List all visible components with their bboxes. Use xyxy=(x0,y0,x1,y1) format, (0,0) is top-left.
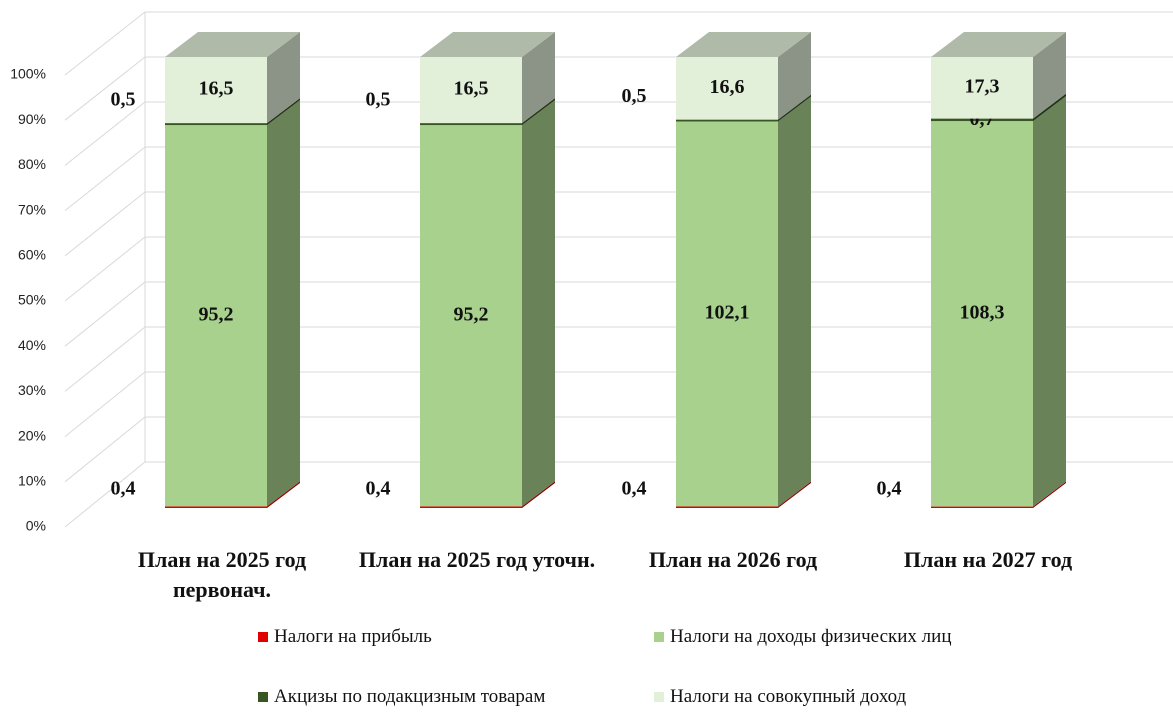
legend-swatch xyxy=(654,632,664,642)
bar-side xyxy=(1033,93,1066,122)
value-label: 95,2 xyxy=(454,303,489,325)
value-label: 17,3 xyxy=(965,75,1000,97)
bar-side xyxy=(778,94,811,122)
bar xyxy=(420,123,522,126)
bar-side xyxy=(267,100,300,507)
legend-item: Налоги на прибыль xyxy=(258,626,432,648)
value-label: 0,4 xyxy=(622,478,647,500)
bar-side xyxy=(1033,32,1066,119)
value-label: 0,4 xyxy=(366,478,391,500)
bar-side xyxy=(522,481,555,508)
bar xyxy=(420,125,522,507)
bar xyxy=(931,506,1033,508)
y-tick-label: 60% xyxy=(18,247,46,263)
bar xyxy=(676,506,778,508)
value-label: 0,5 xyxy=(622,85,647,107)
y-tick-label: 50% xyxy=(18,292,46,308)
bar xyxy=(676,57,778,120)
y-tick-label: 80% xyxy=(18,156,46,172)
bar-side xyxy=(522,98,555,126)
bar-side xyxy=(778,96,811,507)
legend-swatch xyxy=(258,692,268,702)
x-tick-label: План на 2027 год xyxy=(903,547,1073,572)
bar-side xyxy=(1033,481,1066,508)
legend-label: Налоги на совокупный доход xyxy=(670,686,907,707)
bar xyxy=(931,121,1033,507)
y-tick-label: 40% xyxy=(18,337,46,353)
legend-label: Налоги на доходы физических лиц xyxy=(670,626,952,647)
bar-side xyxy=(267,32,300,124)
y-tick-label: 70% xyxy=(18,201,46,217)
bar xyxy=(676,119,778,122)
y-tick-label: 30% xyxy=(18,382,46,398)
value-label: 16,6 xyxy=(710,76,745,98)
value-label: 16,5 xyxy=(454,78,489,100)
bar-top xyxy=(165,32,300,57)
bar xyxy=(165,125,267,507)
bar-side xyxy=(778,481,811,508)
bar-top xyxy=(420,32,555,57)
bar xyxy=(165,506,267,508)
y-tick-label: 10% xyxy=(18,473,46,489)
legend-label: Акцизы по подакцизным товарам xyxy=(274,686,546,707)
bar-side xyxy=(522,100,555,507)
bar xyxy=(931,57,1033,119)
bar xyxy=(931,118,1033,122)
value-label: 16,5 xyxy=(199,78,234,100)
legend-label: Налоги на прибыль xyxy=(274,626,432,647)
bar xyxy=(165,57,267,124)
legend-swatch xyxy=(654,692,664,702)
value-label: 0,4 xyxy=(111,478,136,500)
bar-side xyxy=(522,32,555,124)
bar-side xyxy=(267,481,300,508)
value-label: 0,5 xyxy=(366,89,391,111)
value-label: 108,3 xyxy=(960,301,1005,323)
y-tick-label: 90% xyxy=(18,111,46,127)
legend-item: Акцизы по подакцизным товарам xyxy=(258,686,545,708)
legend-item: Налоги на доходы физических лиц xyxy=(654,626,951,648)
value-label: 0,5 xyxy=(111,89,136,111)
bar-top xyxy=(676,32,811,57)
y-tick-label: 0% xyxy=(26,518,46,534)
legend-swatch xyxy=(258,632,268,642)
bar-side xyxy=(1033,96,1066,507)
x-tick-label: План на 2025 год первонач. xyxy=(137,547,307,602)
bar-side xyxy=(267,98,300,126)
value-label: 0,4 xyxy=(877,478,902,500)
bar-side xyxy=(778,32,811,120)
y-tick-label: 20% xyxy=(18,427,46,443)
x-tick-label: План на 2025 год уточн. xyxy=(358,547,596,572)
x-tick-label: План на 2026 год xyxy=(648,547,818,572)
legend-item: Налоги на совокупный доход xyxy=(654,686,906,708)
value-label: 95,2 xyxy=(199,303,234,325)
bar xyxy=(165,123,267,126)
bar-top xyxy=(931,32,1066,57)
y-tick-label: 100% xyxy=(10,66,46,82)
bar xyxy=(420,57,522,124)
bar xyxy=(420,506,522,508)
bar xyxy=(676,121,778,507)
value-label: 102,1 xyxy=(705,302,750,324)
